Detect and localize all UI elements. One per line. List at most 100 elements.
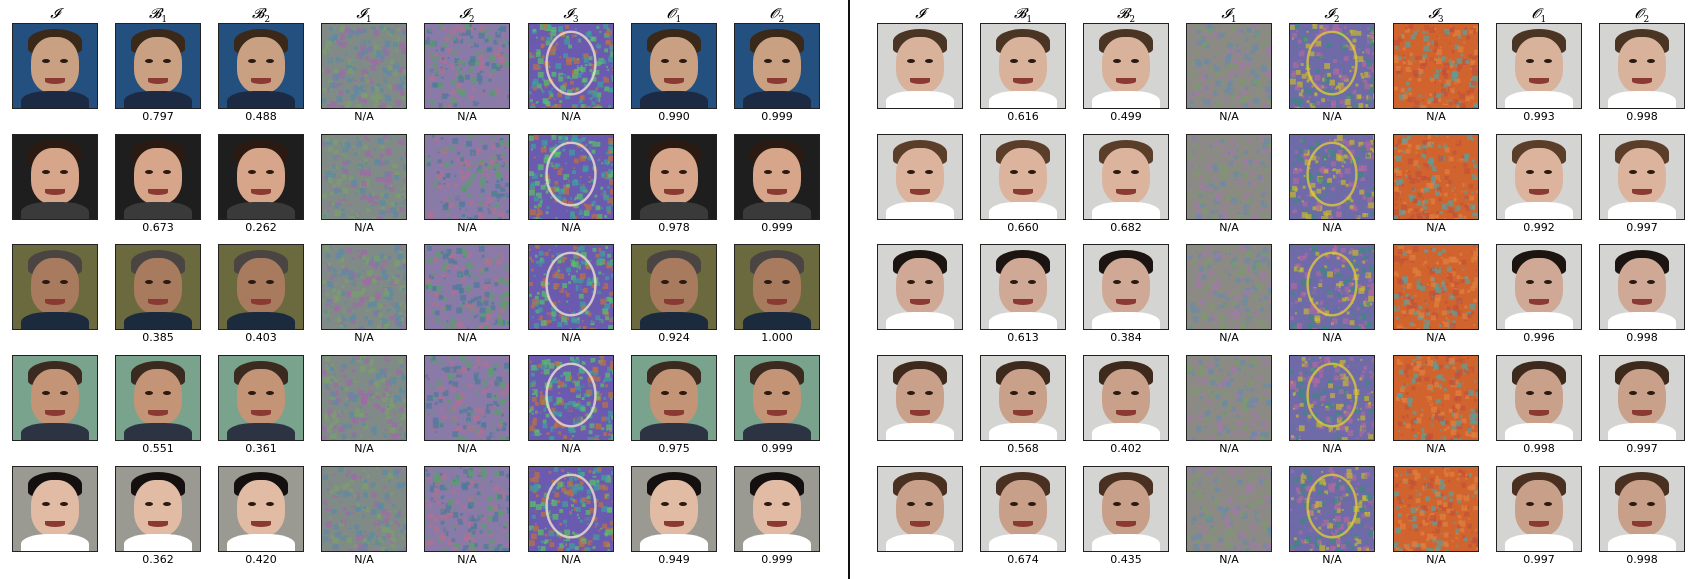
- column-header-subscript: 1: [1230, 14, 1237, 25]
- baseline-face-image: [115, 23, 201, 109]
- column-header-2: 𝓑2: [1082, 6, 1170, 25]
- baseline-face-image: [115, 355, 201, 441]
- column-header-subscript: 1: [1540, 14, 1547, 25]
- similarity-score: N/A: [561, 221, 581, 234]
- column-header-symbol: 𝓑: [1116, 6, 1130, 22]
- column-header-symbol: 𝓞: [666, 6, 676, 22]
- similarity-score: 0.998: [1523, 442, 1555, 455]
- similarity-score: 0.990: [658, 110, 690, 123]
- output-face-image: [631, 466, 717, 552]
- perturbation-image: [1393, 23, 1479, 109]
- similarity-score: N/A: [561, 442, 581, 455]
- similarity-score: N/A: [457, 553, 477, 566]
- output-face-image: [734, 466, 820, 552]
- column-header-symbol: 𝓑: [251, 6, 265, 22]
- column-header-subscript: 1: [1026, 14, 1033, 25]
- perturbation-image: [1393, 244, 1479, 330]
- similarity-score: N/A: [457, 221, 477, 234]
- similarity-score: 0.361: [245, 442, 277, 455]
- column-header-4: 𝓘2: [1288, 6, 1376, 25]
- column-header-3: 𝓘1: [320, 6, 408, 25]
- column-header-symbol: 𝓘: [563, 6, 573, 22]
- similarity-score: N/A: [1322, 331, 1342, 344]
- input-face-image: [877, 355, 963, 441]
- output-face-image: [1599, 244, 1685, 330]
- baseline-face-image: [1083, 23, 1169, 109]
- similarity-score: N/A: [1322, 110, 1342, 123]
- output-face-image: [734, 244, 820, 330]
- perturbation-image: [424, 134, 510, 220]
- input-face-image: [877, 244, 963, 330]
- baseline-face-image: [1083, 466, 1169, 552]
- column-header-symbol: 𝓘: [1428, 6, 1438, 22]
- similarity-score: 0.997: [1626, 442, 1658, 455]
- similarity-score: 0.999: [761, 442, 793, 455]
- input-face-image: [877, 134, 963, 220]
- baseline-face-image: [980, 244, 1066, 330]
- similarity-score: N/A: [457, 110, 477, 123]
- perturbation-image: [1393, 355, 1479, 441]
- similarity-score: 0.402: [1110, 442, 1142, 455]
- perturbation-image: [1289, 23, 1375, 109]
- input-face-image: [12, 134, 98, 220]
- similarity-score: N/A: [354, 221, 374, 234]
- similarity-score: 0.997: [1523, 553, 1555, 566]
- column-header-subscript: 2: [1333, 14, 1340, 25]
- column-header-6: 𝓞1: [630, 6, 718, 25]
- baseline-face-image: [115, 244, 201, 330]
- input-face-image: [12, 355, 98, 441]
- input-face-image: [877, 23, 963, 109]
- similarity-score: 0.998: [1626, 331, 1658, 344]
- column-header-1: 𝓑1: [114, 6, 202, 25]
- similarity-score: 0.660: [1007, 221, 1039, 234]
- column-header-6: 𝓞1: [1495, 6, 1583, 25]
- similarity-score: 0.996: [1523, 331, 1555, 344]
- similarity-score: N/A: [1426, 110, 1446, 123]
- similarity-score: 0.978: [658, 221, 690, 234]
- column-header-symbol: 𝓑: [1013, 6, 1027, 22]
- perturbation-image: [1289, 466, 1375, 552]
- output-face-image: [1496, 244, 1582, 330]
- column-header-symbol: 𝓘: [459, 6, 469, 22]
- similarity-score: 0.262: [245, 221, 277, 234]
- baseline-face-image: [218, 244, 304, 330]
- similarity-score: N/A: [1322, 442, 1342, 455]
- baseline-face-image: [218, 466, 304, 552]
- similarity-score: 0.999: [761, 553, 793, 566]
- column-header-symbol: 𝓘: [50, 6, 60, 22]
- column-header-subscript: 2: [1129, 14, 1136, 25]
- column-header-subscript: 2: [468, 14, 475, 25]
- similarity-score: 0.613: [1007, 331, 1039, 344]
- baseline-face-image: [115, 134, 201, 220]
- input-face-image: [12, 466, 98, 552]
- baseline-face-image: [115, 466, 201, 552]
- baseline-face-image: [980, 466, 1066, 552]
- column-header-0: 𝓘: [11, 6, 99, 25]
- output-face-image: [631, 134, 717, 220]
- baseline-face-image: [980, 355, 1066, 441]
- column-header-5: 𝓘3: [1392, 6, 1480, 25]
- perturbation-image: [528, 23, 614, 109]
- output-face-image: [1496, 23, 1582, 109]
- column-header-subscript: 1: [161, 14, 168, 25]
- column-header-symbol: 𝓞: [1634, 6, 1644, 22]
- similarity-score: 0.998: [1626, 553, 1658, 566]
- perturbation-image: [1289, 244, 1375, 330]
- perturbation-image: [1393, 466, 1479, 552]
- perturbation-image: [1393, 134, 1479, 220]
- column-header-5: 𝓘3: [527, 6, 615, 25]
- column-header-subscript: 2: [778, 14, 785, 25]
- similarity-score: N/A: [457, 331, 477, 344]
- perturbation-image: [321, 244, 407, 330]
- column-header-7: 𝓞2: [1598, 6, 1686, 25]
- similarity-score: 0.403: [245, 331, 277, 344]
- similarity-score: N/A: [1219, 553, 1239, 566]
- column-header-2: 𝓑2: [217, 6, 305, 25]
- similarity-score: N/A: [354, 442, 374, 455]
- perturbation-image: [424, 23, 510, 109]
- baseline-face-image: [218, 23, 304, 109]
- similarity-score: 0.551: [142, 442, 174, 455]
- baseline-face-image: [218, 355, 304, 441]
- column-header-symbol: 𝓘: [1324, 6, 1334, 22]
- similarity-score: N/A: [354, 331, 374, 344]
